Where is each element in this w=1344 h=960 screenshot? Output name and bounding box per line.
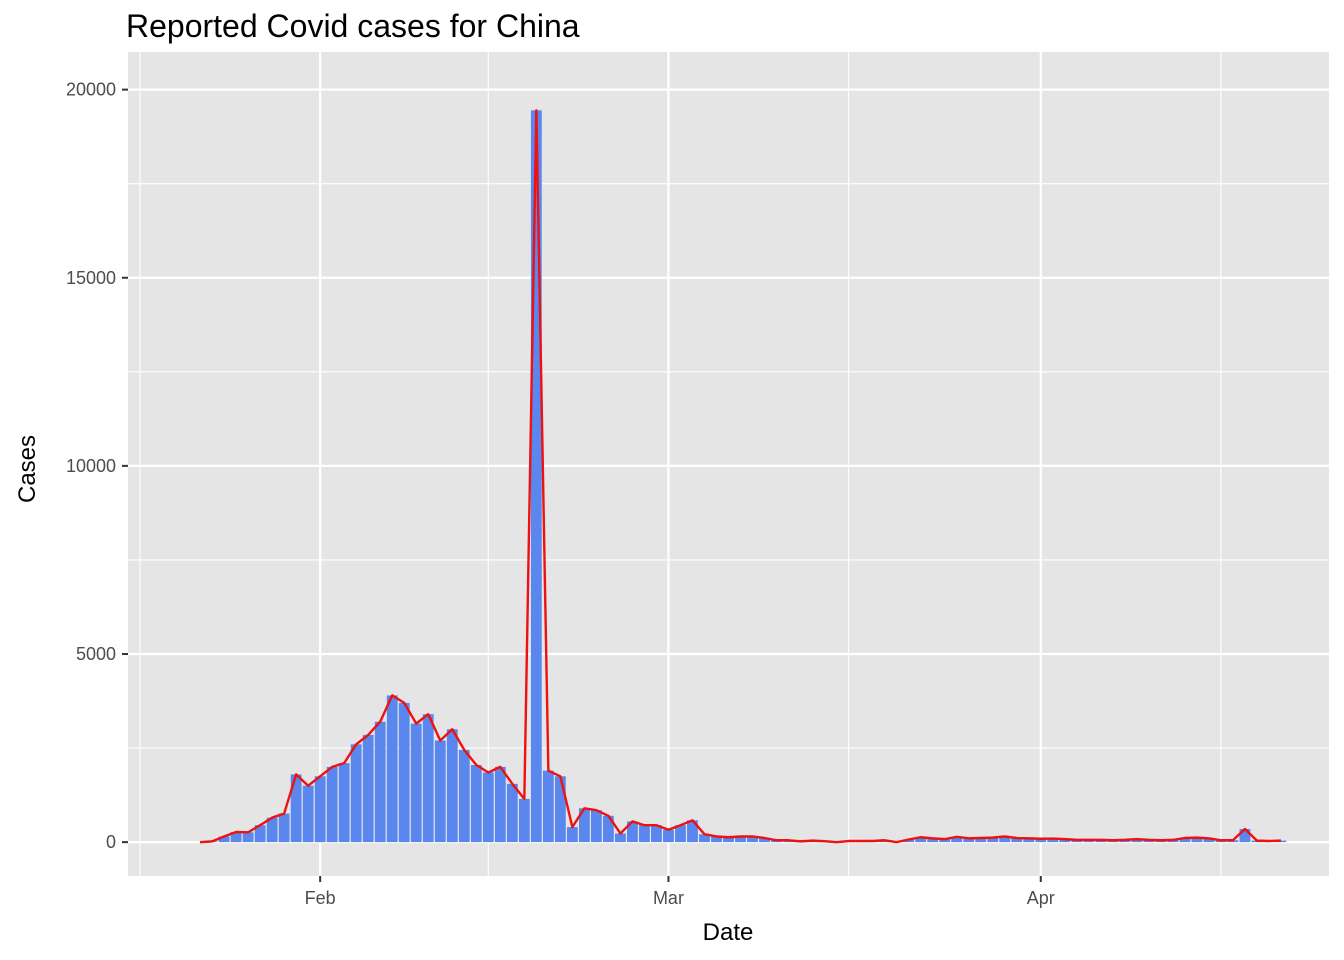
bar (1047, 838, 1059, 843)
bar (434, 740, 446, 843)
bar (663, 829, 674, 843)
bar (1023, 838, 1035, 843)
bar (1131, 839, 1143, 843)
bar (458, 749, 470, 843)
bar (314, 776, 326, 843)
bar (675, 825, 686, 843)
bar (927, 838, 939, 843)
minor-gridlines (128, 52, 1329, 876)
bar (747, 836, 758, 843)
bar (1035, 838, 1047, 843)
bar (446, 729, 458, 843)
y-tick-label: 20000 (66, 80, 116, 100)
bar (915, 837, 927, 843)
bar (903, 839, 915, 843)
bar (398, 702, 410, 843)
bar (254, 825, 266, 843)
bar (542, 770, 554, 843)
x-axis-title: Date (703, 919, 754, 946)
bar (518, 798, 530, 843)
bar (482, 772, 494, 843)
plot-panel (128, 52, 1329, 876)
bar (687, 820, 698, 843)
bar (1203, 838, 1215, 843)
bar (218, 836, 230, 843)
x-tick-label: Mar (653, 888, 684, 908)
bar (627, 821, 638, 843)
bar (326, 766, 338, 843)
bar (302, 785, 314, 843)
y-tick-label: 15000 (66, 268, 116, 288)
bar (1011, 837, 1023, 843)
bar (374, 721, 386, 843)
bar (999, 836, 1011, 843)
bar (422, 714, 434, 843)
bar (602, 815, 614, 843)
bar (711, 836, 722, 843)
bar (242, 832, 254, 843)
bar-series (206, 110, 1287, 843)
bar (470, 765, 482, 843)
bar (362, 734, 374, 843)
bar (735, 836, 746, 843)
bar (615, 833, 626, 843)
bar (1179, 837, 1191, 843)
y-tick-label: 5000 (76, 644, 116, 664)
x-tick-label: Apr (1027, 888, 1055, 908)
bar (939, 839, 951, 843)
bar (230, 831, 242, 843)
bar (723, 837, 734, 843)
bar (266, 817, 278, 843)
bar (530, 110, 542, 843)
bar (554, 776, 566, 843)
bar (987, 837, 999, 843)
bar (290, 774, 302, 843)
bar (386, 695, 398, 843)
bar (975, 837, 987, 843)
x-tick-label: Feb (305, 888, 336, 908)
y-axis: 0 5000 10000 15000 20000 (66, 80, 128, 852)
bar (566, 827, 578, 843)
y-tick-label: 0 (106, 832, 116, 852)
bar (951, 836, 963, 843)
bar (699, 834, 710, 843)
bar (651, 825, 662, 843)
x-axis: Feb Mar Apr (305, 876, 1055, 908)
bar (338, 763, 350, 843)
bar (350, 744, 362, 843)
bar (1191, 837, 1203, 843)
line-series (199, 109, 1281, 844)
bar (506, 783, 518, 843)
y-axis-title: Cases (14, 435, 41, 503)
bar (639, 825, 650, 843)
bar (578, 808, 590, 843)
bar (278, 813, 290, 843)
bar (410, 723, 422, 843)
bar (494, 766, 506, 843)
bar (1059, 839, 1071, 843)
bar (963, 838, 975, 843)
bar (590, 810, 602, 843)
trend-line (199, 109, 1281, 844)
y-tick-label: 10000 (66, 456, 116, 476)
bar (1239, 828, 1251, 843)
bar (759, 837, 770, 843)
chart-title: Reported Covid cases for China (126, 8, 580, 44)
